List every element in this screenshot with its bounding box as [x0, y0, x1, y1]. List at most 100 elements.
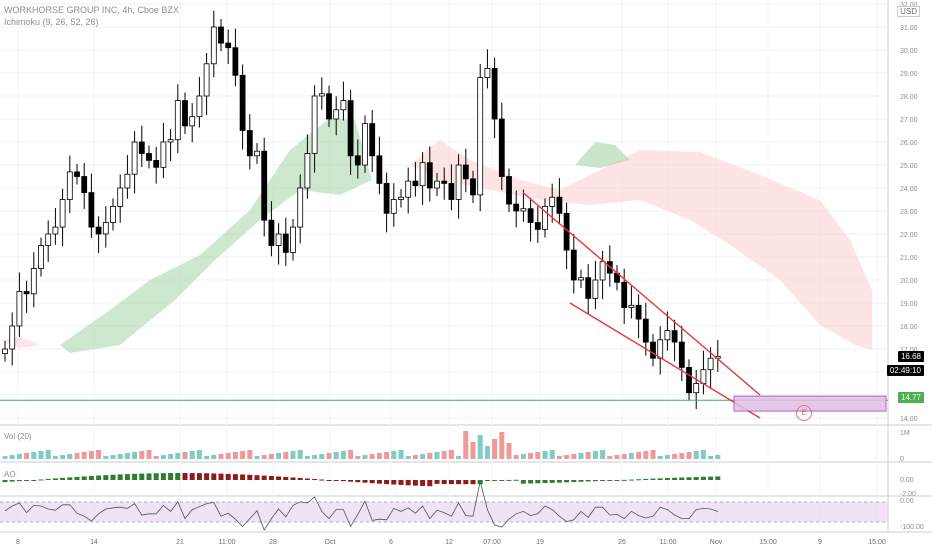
ao-bar: [506, 479, 512, 481]
volume-bar: [571, 454, 577, 459]
volume-bar: [621, 454, 627, 459]
candle-body: [592, 279, 599, 299]
ao-bar: [679, 477, 685, 480]
ao-bar: [621, 479, 627, 481]
volume-bar: [182, 452, 188, 459]
price-tick-label: 20.00: [900, 278, 918, 285]
ao-bar: [564, 480, 570, 483]
volume-bar: [636, 452, 642, 459]
ao-bar: [52, 478, 58, 480]
price-tick-label: 31.00: [900, 25, 918, 32]
ao-bar: [672, 477, 678, 480]
price-tick-label: 32.00: [900, 2, 918, 9]
volume-bar: [283, 452, 289, 459]
candle-body: [700, 369, 707, 384]
volume-bar: [614, 455, 620, 459]
candle-body: [261, 150, 268, 221]
ao-bar: [520, 480, 526, 484]
volume-bar: [117, 454, 123, 459]
volume-bar: [384, 452, 390, 459]
volume-bar: [81, 452, 87, 459]
candle-body: [362, 123, 368, 166]
volume-bar: [700, 450, 706, 459]
ao-bar: [225, 473, 231, 480]
candle-body: [182, 100, 188, 127]
volume-bar: [520, 454, 526, 459]
drawing-overlays: [0, 192, 888, 419]
volume-bar: [124, 453, 130, 459]
ao-bar: [470, 480, 476, 485]
ao-bar: [124, 474, 130, 480]
volume-bar: [103, 456, 109, 459]
candle-body: [678, 341, 685, 368]
volume-bar: [535, 452, 541, 459]
candle-body: [138, 141, 145, 154]
ao-bar: [427, 480, 433, 487]
volume-bar: [24, 453, 30, 459]
cloud-bullish: [575, 142, 630, 168]
ao-bar: [2, 480, 8, 483]
volume-bar: [31, 452, 37, 459]
candle-body: [225, 42, 232, 49]
cloud-bearish: [410, 140, 872, 350]
ao-bar: [60, 477, 66, 480]
volume-bar: [556, 456, 562, 459]
price-tick-label: 30.00: [900, 48, 918, 55]
ao-bar: [297, 477, 303, 480]
volume-bar: [160, 455, 166, 459]
volume-bar: [196, 450, 202, 459]
ao-bar: [535, 480, 541, 484]
rsi-tick-label: 0.00: [900, 498, 914, 505]
ao-bar: [16, 480, 22, 482]
volume-bar: [304, 456, 310, 459]
ao-bar: [160, 473, 166, 480]
volume-bar: [67, 454, 73, 459]
candle-body: [549, 196, 556, 207]
volume-bar: [319, 454, 325, 459]
ao-bar: [175, 473, 181, 480]
volume-bar: [441, 451, 447, 459]
candle-body: [534, 222, 541, 230]
candle-body: [527, 208, 534, 223]
volume-bar: [189, 451, 195, 459]
ao-bar: [600, 480, 606, 481]
volume-bar: [679, 453, 685, 459]
volume-bar: [355, 456, 361, 459]
volume-bar: [434, 452, 440, 459]
candle-body: [275, 233, 282, 246]
candle-body: [405, 180, 412, 198]
candle-body: [513, 203, 520, 212]
candle-body: [246, 130, 253, 157]
candle-body: [506, 176, 512, 205]
earnings-marker[interactable]: E: [796, 405, 812, 421]
rsi-pane: [0, 481, 888, 531]
ao-bar: [38, 479, 44, 481]
candle-body: [419, 162, 426, 187]
volume-bar: [542, 451, 548, 459]
volume-bar: [16, 454, 22, 459]
time-tick-label: 21: [176, 539, 184, 546]
candle-body: [686, 366, 692, 394]
candle-body: [189, 116, 196, 127]
ao-bar: [405, 480, 411, 486]
candle-body: [88, 192, 95, 228]
price-tick-label: 19.00: [900, 301, 918, 308]
ao-bar: [528, 480, 534, 484]
ao-bar: [700, 476, 706, 480]
currency-badge[interactable]: USD: [897, 6, 920, 17]
time-tick-label: 07:00: [483, 539, 501, 546]
ao-bar: [549, 480, 555, 483]
candle-body: [520, 208, 527, 212]
volume-bar: [175, 453, 181, 459]
time-tick-label: 11:00: [219, 539, 236, 546]
candle-body: [585, 277, 592, 299]
volume-bar: [204, 456, 210, 459]
candle-body: [376, 155, 383, 184]
ao-label: AO: [4, 470, 16, 479]
ao-bar: [686, 477, 692, 480]
volume-bar: [578, 453, 584, 459]
volume-bar: [139, 451, 145, 459]
ao-bar: [434, 480, 440, 484]
candle-body: [210, 26, 217, 65]
